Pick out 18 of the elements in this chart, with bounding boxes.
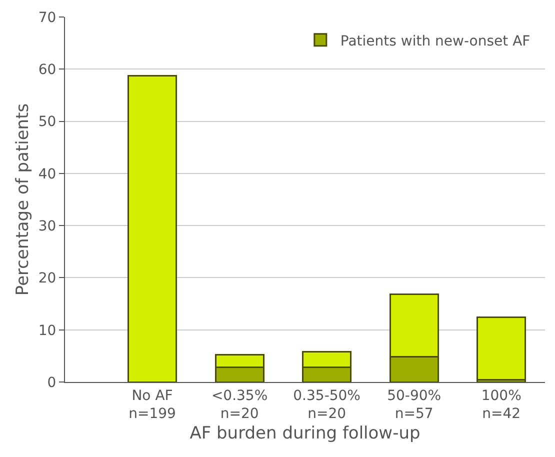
y-axis-title: Percentage of patients: [12, 103, 33, 296]
x-tick-label: <0.35% n=20: [211, 388, 268, 422]
y-tick-label: 30: [38, 218, 56, 234]
y-tick-label: 50: [38, 114, 56, 130]
y-tick-label: 70: [38, 10, 56, 26]
x-tick-label: No AF n=199: [128, 388, 176, 422]
x-axis-title: AF burden during follow-up: [190, 423, 420, 444]
y-tick-label: 10: [38, 322, 56, 339]
bar: [128, 75, 178, 382]
y-tick-label: 0: [47, 374, 56, 391]
x-tick-label: 100% n=42: [481, 388, 522, 422]
x-tick-label: 0.35-50% n=20: [293, 388, 360, 422]
y-tick-label: 40: [38, 166, 56, 182]
bar: [476, 316, 526, 381]
y-tick-label: 20: [38, 270, 56, 287]
x-tick-label: 50-90% n=57: [387, 388, 442, 422]
y-tick-label: 60: [38, 62, 56, 78]
legend-label: Patients with new-onset AF: [340, 33, 530, 50]
